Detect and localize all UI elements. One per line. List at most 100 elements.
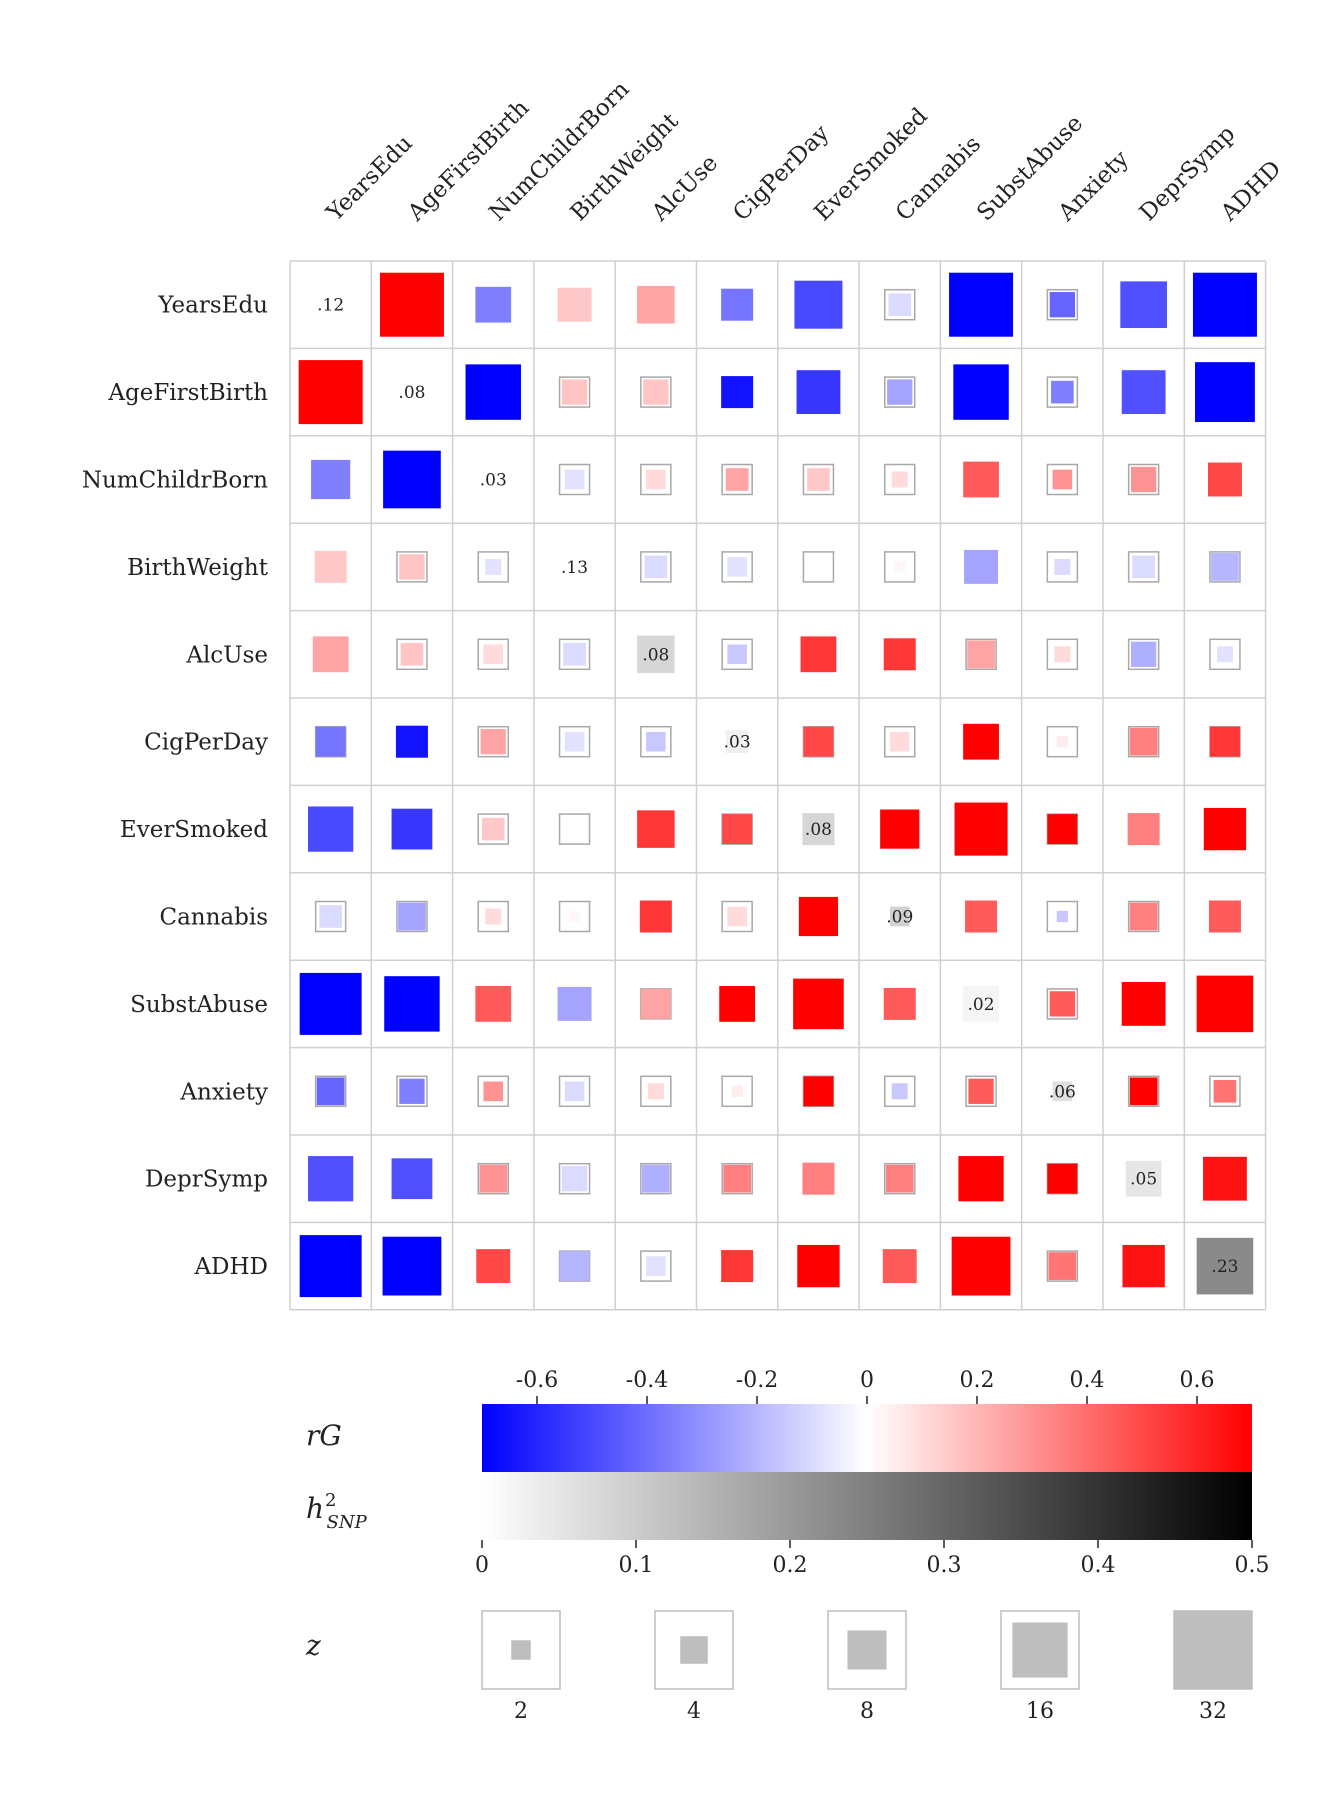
cell-DeprSymp-Anxiety bbox=[1047, 1163, 1078, 1194]
cell-threshold-box bbox=[802, 551, 835, 583]
row-label: EverSmoked bbox=[120, 817, 268, 843]
rg-tick-label: -0.6 bbox=[516, 1368, 558, 1393]
cell-CigPerDay-Anxiety bbox=[1056, 736, 1069, 748]
cell-threshold-box bbox=[721, 463, 753, 496]
z-legend-value: 2 bbox=[514, 1699, 528, 1724]
column-label: AlcUse bbox=[646, 150, 723, 227]
cell-DeprSymp-ADHD bbox=[1203, 1156, 1247, 1201]
cell-diag-CigPerDay bbox=[725, 730, 749, 754]
cell-threshold-box bbox=[477, 1162, 509, 1195]
cell-threshold-box bbox=[1127, 725, 1160, 758]
cell-AlcUse-CigPerDay bbox=[727, 644, 747, 665]
cell-CigPerDay-SubstAbuse bbox=[963, 723, 999, 760]
cell-threshold-box bbox=[640, 463, 672, 496]
cell-SubstAbuse-Cannabis bbox=[883, 987, 916, 1020]
row-label: Cannabis bbox=[159, 905, 268, 931]
cell-EverSmoked-DeprSymp bbox=[1127, 813, 1160, 846]
cell-threshold-box bbox=[884, 288, 916, 321]
heritability-label: .03 bbox=[724, 733, 751, 753]
z-legend-value: 4 bbox=[687, 1699, 701, 1724]
cell-threshold-box bbox=[477, 725, 509, 758]
row-label: Anxiety bbox=[179, 1079, 268, 1105]
cell-NumChildrBorn-BirthWeight bbox=[564, 469, 585, 490]
cell-AlcUse-AgeFirstBirth bbox=[400, 642, 424, 666]
z-legend-box bbox=[481, 1610, 561, 1690]
column-label: NumChildrBorn bbox=[484, 76, 634, 226]
cell-Anxiety-AgeFirstBirth bbox=[399, 1078, 425, 1104]
heritability-label: .05 bbox=[1130, 1170, 1157, 1190]
cell-DeprSymp-NumChildrBorn bbox=[479, 1164, 508, 1193]
heritability-label: .06 bbox=[1049, 1082, 1076, 1102]
cell-Cannabis-ADHD bbox=[1208, 900, 1241, 933]
cell-BirthWeight-EverSmoked bbox=[805, 554, 832, 580]
cell-Anxiety-ADHD bbox=[1213, 1079, 1237, 1103]
z-legend-label: z bbox=[305, 1629, 321, 1662]
cell-AgeFirstBirth-YearsEdu bbox=[298, 360, 363, 425]
cell-threshold-box bbox=[640, 725, 672, 758]
cell-threshold-box bbox=[396, 638, 428, 671]
cell-YearsEdu-EverSmoked bbox=[794, 280, 843, 329]
row-label: AlcUse bbox=[185, 642, 268, 668]
h2-tick-label: 0.5 bbox=[1235, 1553, 1270, 1578]
cell-YearsEdu-NumChildrBorn bbox=[475, 286, 512, 323]
cell-CigPerDay-DeprSymp bbox=[1129, 727, 1158, 756]
cell-NumChildrBorn-Cannabis bbox=[891, 471, 908, 488]
cell-AgeFirstBirth-Anxiety bbox=[1051, 380, 1074, 404]
cell-Cannabis-BirthWeight bbox=[568, 910, 581, 923]
cell-threshold-box bbox=[1046, 288, 1079, 321]
cell-YearsEdu-SubstAbuse bbox=[949, 272, 1014, 337]
cell-NumChildrBorn-Anxiety bbox=[1052, 469, 1073, 490]
cell-DeprSymp-EverSmoked bbox=[802, 1162, 835, 1195]
cell-threshold-box bbox=[558, 1075, 591, 1108]
cell-threshold-box bbox=[558, 376, 591, 408]
cell-diag-ADHD bbox=[1196, 1237, 1254, 1295]
cell-threshold-box bbox=[640, 988, 672, 1020]
cell-threshold-box bbox=[477, 551, 509, 583]
row-label: YearsEdu bbox=[157, 293, 268, 319]
z-legend-square bbox=[847, 1630, 887, 1670]
heritability-label: .03 bbox=[480, 471, 507, 491]
cell-BirthWeight-CigPerDay bbox=[727, 557, 747, 577]
cell-YearsEdu-AgeFirstBirth bbox=[379, 272, 444, 337]
h2-tick-label: 0.1 bbox=[619, 1553, 654, 1578]
cell-ADHD-Anxiety bbox=[1048, 1252, 1077, 1280]
cell-AlcUse-Cannabis bbox=[883, 638, 916, 671]
cell-NumChildrBorn-YearsEdu bbox=[311, 459, 351, 500]
z-legend-value: 8 bbox=[860, 1699, 874, 1724]
cell-CigPerDay-BirthWeight bbox=[564, 731, 585, 752]
cell-CigPerDay-ADHD bbox=[1209, 726, 1240, 757]
cell-ADHD-AgeFirstBirth bbox=[382, 1236, 442, 1296]
cell-NumChildrBorn-DeprSymp bbox=[1131, 466, 1157, 493]
cell-AlcUse-Anxiety bbox=[1054, 646, 1071, 663]
z-legend-square bbox=[680, 1636, 708, 1664]
cell-SubstAbuse-NumChildrBorn bbox=[475, 986, 512, 1022]
cell-threshold-box bbox=[1046, 1250, 1079, 1282]
cell-threshold-box bbox=[314, 725, 347, 758]
cell-DeprSymp-Cannabis bbox=[885, 1164, 914, 1193]
rg-tick-label: 0 bbox=[860, 1368, 874, 1393]
cell-diag-Cannabis bbox=[889, 906, 910, 927]
cell-threshold-box bbox=[965, 638, 997, 671]
cell-threshold-box bbox=[1127, 463, 1160, 496]
cell-CigPerDay-Cannabis bbox=[889, 731, 910, 752]
cell-Anxiety-Cannabis bbox=[891, 1083, 908, 1100]
cell-AlcUse-NumChildrBorn bbox=[483, 644, 504, 665]
rg-tick-label: -0.4 bbox=[626, 1368, 668, 1393]
heritability-label: .08 bbox=[398, 383, 425, 403]
cell-Cannabis-NumChildrBorn bbox=[485, 908, 502, 925]
cell-threshold-box bbox=[721, 1075, 753, 1108]
cell-SubstAbuse-YearsEdu bbox=[299, 972, 362, 1035]
heatmap-cells: .12 .08 .03 .13 .08 .03 .08 .09 .02 .06 .05 .23 bbox=[298, 272, 1257, 1298]
cell-CigPerDay-NumChildrBorn bbox=[480, 729, 506, 755]
cell-SubstAbuse-BirthWeight bbox=[557, 986, 592, 1021]
cell-threshold-box bbox=[884, 725, 916, 758]
cell-threshold-box bbox=[477, 813, 509, 845]
heritability-label: .23 bbox=[1211, 1257, 1238, 1277]
cell-YearsEdu-AlcUse bbox=[637, 285, 675, 324]
column-label: ADHD bbox=[1215, 156, 1286, 227]
z-legend-square bbox=[511, 1640, 531, 1660]
cell-threshold-box bbox=[721, 813, 753, 845]
cell-threshold-box bbox=[314, 900, 347, 933]
